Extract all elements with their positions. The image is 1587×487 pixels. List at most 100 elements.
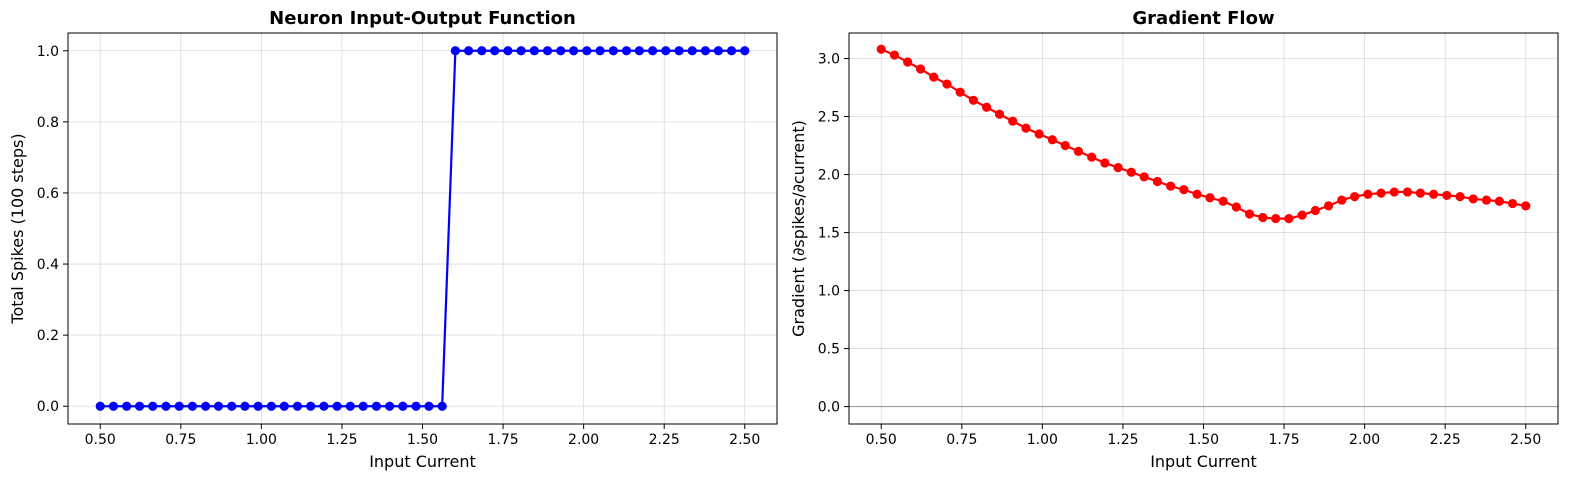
- data-point: [1205, 193, 1215, 203]
- data-point: [1139, 172, 1149, 182]
- data-point: [450, 46, 460, 56]
- data-point: [674, 46, 684, 56]
- data-point: [876, 44, 886, 54]
- data-point: [134, 401, 145, 411]
- data-point: [1166, 181, 1176, 191]
- data-point: [1481, 195, 1492, 205]
- data-point: [648, 46, 658, 56]
- data-point: [1060, 140, 1070, 151]
- input-output-plot: 0.50 0.75 1.00 1.25 1.50 1.75 2.00 2.25 2.50 0.0 0…: [8, 8, 778, 471]
- data-point: [1152, 176, 1163, 187]
- data-point: [1087, 152, 1097, 162]
- data-point: [621, 46, 632, 56]
- data-point: [1337, 195, 1347, 205]
- data-point: [1192, 189, 1202, 199]
- data-point: [253, 401, 263, 411]
- data-point: [187, 401, 197, 411]
- data-point: [319, 401, 329, 411]
- data-point: [122, 401, 132, 411]
- data-point: [1521, 201, 1531, 211]
- data-point: [463, 46, 474, 56]
- y-tick-label: 3.0: [818, 52, 840, 68]
- y-tick-label: 0.0: [818, 400, 840, 416]
- data-point: [740, 46, 750, 56]
- data-point: [411, 401, 421, 411]
- data-point: [174, 401, 184, 411]
- x-axis-label: Input Current: [1150, 452, 1257, 471]
- data-point: [1231, 202, 1241, 212]
- data-point: [1494, 196, 1504, 206]
- y-axis-label: Gradient (∂spikes/∂current): [789, 120, 808, 337]
- data-point: [1376, 188, 1386, 198]
- data-point: [1350, 191, 1360, 202]
- data-point: [529, 46, 539, 56]
- data-point: [687, 46, 697, 56]
- y-tick-label: 0.2: [37, 328, 59, 344]
- x-tick-label: 1.25: [1107, 432, 1138, 448]
- data-point: [929, 72, 939, 82]
- chart-title: Gradient Flow: [1132, 8, 1274, 29]
- data-point: [266, 401, 276, 411]
- data-point: [1126, 167, 1136, 177]
- data-point: [1284, 214, 1294, 224]
- x-tick-label: 1.25: [326, 432, 357, 448]
- x-axis-label: Input Current: [369, 452, 476, 471]
- x-tick-label: 0.50: [85, 432, 116, 448]
- data-point: [915, 64, 926, 74]
- data-point: [424, 401, 434, 411]
- data-point: [582, 46, 592, 56]
- y-tick-label: 1.0: [37, 44, 59, 60]
- data-point: [542, 46, 553, 56]
- data-point: [1047, 135, 1057, 145]
- data-point: [556, 46, 566, 56]
- data-point: [227, 401, 237, 411]
- data-point: [1363, 189, 1373, 199]
- data-point: [994, 109, 1005, 119]
- data-point: [490, 46, 500, 56]
- data-point: [608, 46, 618, 56]
- y-tick-label: 0.6: [37, 186, 59, 202]
- data-point: [306, 401, 316, 411]
- data-point: [1468, 194, 1478, 204]
- data-point: [955, 87, 965, 97]
- data-point: [968, 95, 978, 105]
- data-point: [1297, 210, 1307, 220]
- data-point: [332, 401, 342, 411]
- data-point: [982, 102, 992, 112]
- data-point: [1179, 185, 1189, 195]
- data-point: [634, 46, 644, 56]
- data-point: [345, 401, 355, 411]
- x-tick-label: 1.75: [487, 432, 518, 448]
- data-point: [1008, 116, 1018, 126]
- data-point: [292, 401, 303, 411]
- data-point: [942, 79, 952, 89]
- data-point: [1271, 214, 1281, 224]
- data-point: [371, 401, 382, 411]
- data-point: [1323, 201, 1334, 211]
- data-point: [1389, 187, 1399, 197]
- data-point: [358, 401, 368, 411]
- y-tick-label: 1.5: [818, 226, 840, 242]
- data-point: [713, 46, 723, 56]
- data-point: [1258, 212, 1268, 223]
- y-tick-label: 2.5: [818, 110, 840, 126]
- data-point: [1507, 198, 1518, 209]
- data-point: [95, 401, 105, 411]
- gradient-flow-plot: 0.50 0.75 1.00 1.25 1.50 1.75 2.00 2.25 2.50 0.0 0…: [789, 8, 1559, 471]
- x-tick-label: 2.25: [649, 432, 680, 448]
- x-tick-label: 1.00: [1027, 432, 1058, 448]
- data-point: [1073, 146, 1084, 156]
- x-tick-label: 2.00: [568, 432, 599, 448]
- data-point: [108, 401, 119, 411]
- data-point: [437, 401, 447, 411]
- x-tick-label: 1.75: [1268, 432, 1299, 448]
- data-point: [903, 57, 913, 67]
- data-point: [477, 46, 487, 56]
- data-point: [889, 50, 900, 60]
- x-tick-label: 2.50: [1510, 432, 1541, 448]
- y-axis-label: Total Spikes (100 steps): [8, 133, 27, 324]
- data-point: [1034, 129, 1044, 139]
- y-tick-label: 0.8: [37, 115, 59, 131]
- data-point: [279, 401, 289, 411]
